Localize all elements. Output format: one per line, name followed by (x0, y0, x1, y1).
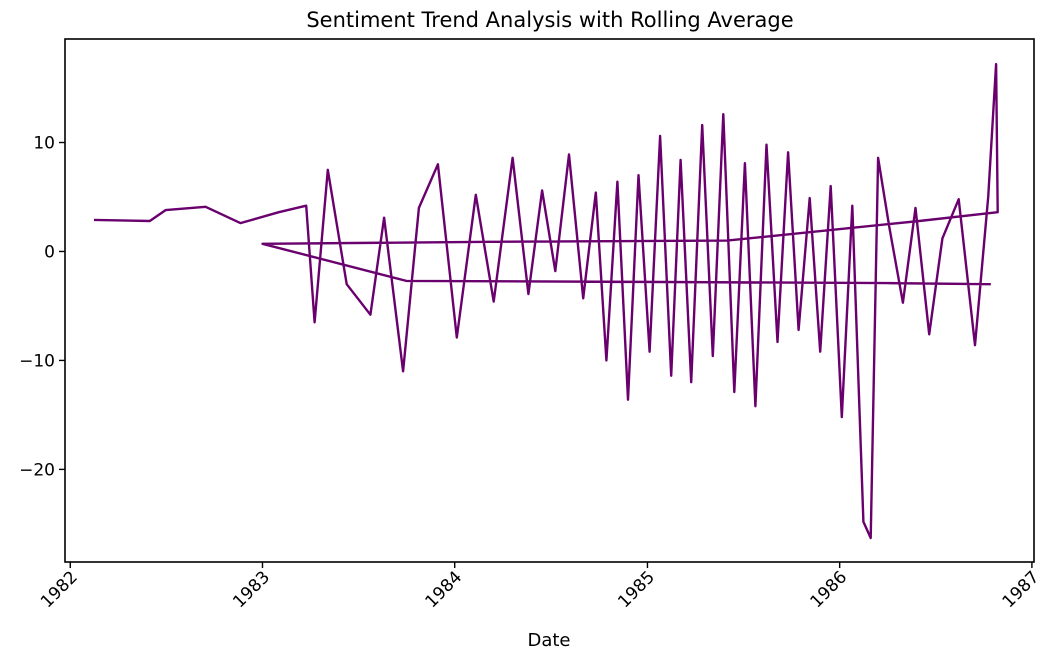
x-axis: 1982 1983 1984 1985 1986 1987 (37, 562, 1043, 612)
y-tick-label: −10 (19, 351, 55, 371)
x-tick-label: 1987 (999, 567, 1044, 612)
series-line-0 (93, 62, 999, 540)
y-tick-label: 10 (33, 134, 55, 154)
x-tick-label: 1986 (806, 567, 851, 612)
plot-frame (64, 38, 1035, 563)
y-axis: 10 0 −10 −20 (19, 134, 65, 480)
y-tick-label: 0 (44, 242, 55, 262)
x-tick-label: 1984 (422, 567, 467, 612)
chart-title: Sentiment Trend Analysis with Rolling Av… (306, 8, 793, 32)
x-tick-label: 1985 (614, 567, 659, 612)
x-tick-label: 1982 (37, 567, 82, 612)
series-layer (93, 62, 999, 540)
x-tick-label: 1983 (229, 567, 274, 612)
x-axis-label: Date (527, 630, 570, 648)
y-tick-label: −20 (19, 460, 55, 480)
